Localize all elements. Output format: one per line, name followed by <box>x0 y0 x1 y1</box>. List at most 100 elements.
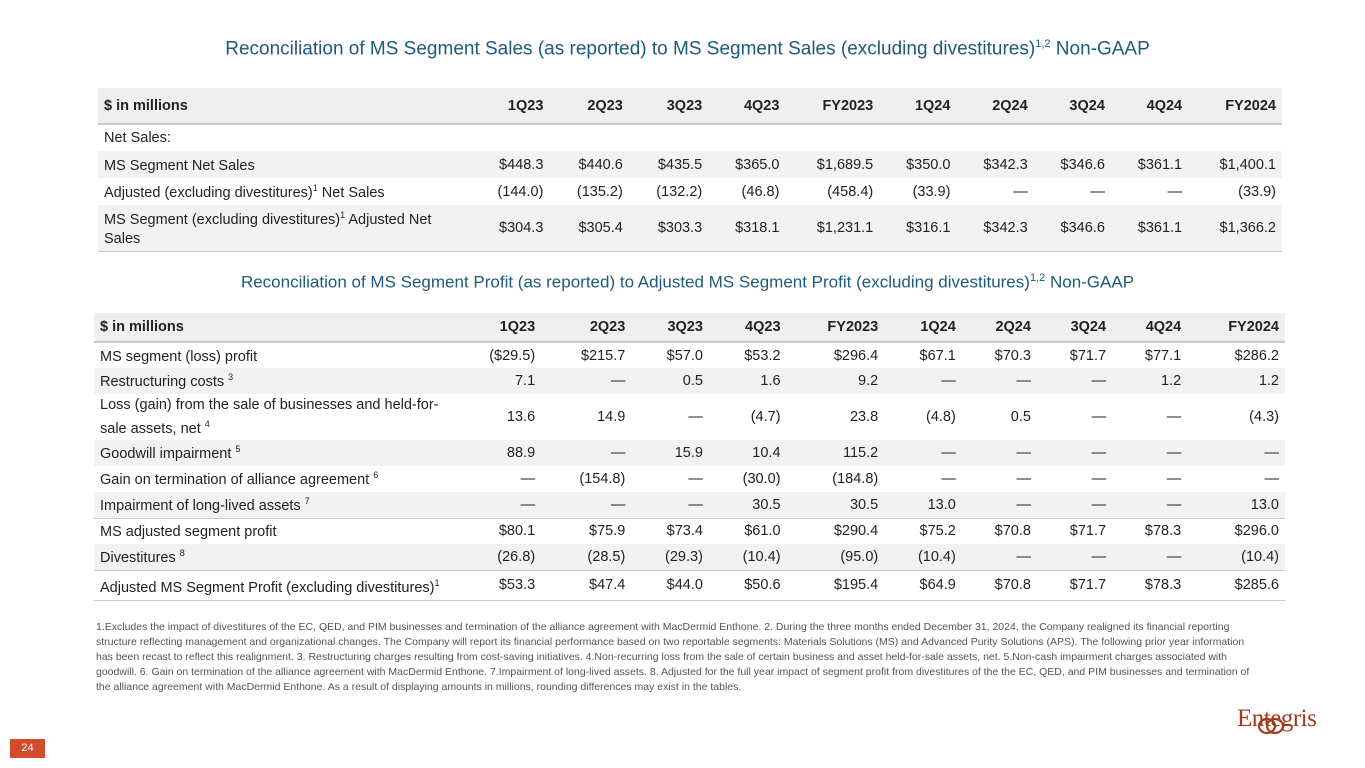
column-header: FY2023 <box>822 97 874 114</box>
table-cell: 13.6 <box>506 409 536 425</box>
column-header: FY2023 <box>827 319 879 335</box>
table-cell: 88.9 <box>506 445 536 461</box>
table-cell: $350.0 <box>906 156 951 173</box>
table-cell: 13.0 <box>927 496 956 513</box>
slide-title-sales: Reconciliation of MS Segment Sales (as r… <box>225 38 1150 60</box>
column-header: $ in millions <box>100 319 184 335</box>
table-cell: $80.1 <box>498 523 536 540</box>
table-cell: (184.8) <box>832 471 879 487</box>
table-header-row: $ in millions 1Q23 2Q23 3Q23 4Q23 FY2023… <box>94 313 1285 342</box>
table-cell: $435.5 <box>657 156 703 173</box>
table-cell: — <box>1016 471 1031 487</box>
table-cell: — <box>688 471 703 487</box>
table-cell: $73.4 <box>666 523 703 540</box>
row-label: Restructuring costs 3 <box>100 372 234 390</box>
table-cell: $53.3 <box>498 577 536 593</box>
column-header: 1Q23 <box>507 97 544 114</box>
table-row: MS adjusted segment profit $80.1 $75.9 $… <box>94 518 1285 544</box>
table-cell: — <box>1016 373 1031 389</box>
table-cell: — <box>941 373 956 389</box>
row-label: Loss (gain) from the sale of businesses … <box>100 396 439 437</box>
table-row: Impairment of long-lived assets 7 — — — … <box>94 492 1285 518</box>
row-label: MS Segment Net Sales <box>104 157 255 174</box>
profit-reconciliation-table: $ in millions 1Q23 2Q23 3Q23 4Q23 FY2023… <box>94 313 1285 601</box>
table-cell: $47.4 <box>589 577 626 593</box>
table-cell: 15.9 <box>674 445 703 461</box>
table-header-row: $ in millions 1Q23 2Q23 3Q23 4Q23 FY2023… <box>98 88 1282 124</box>
table-cell: $342.3 <box>983 219 1028 236</box>
row-label: Gain on termination of alliance agreemen… <box>100 470 379 488</box>
table-cell: 23.8 <box>849 409 879 425</box>
table-cell: $346.6 <box>1060 156 1105 173</box>
table-cell: $70.3 <box>994 347 1031 364</box>
slide-title-profit: Reconciliation of MS Segment Profit (as … <box>240 272 1135 292</box>
table-cell: 1.2 <box>1161 373 1182 389</box>
table-cell: ($29.5) <box>489 347 536 364</box>
table-cell: $1,689.5 <box>816 156 874 173</box>
entegris-logo-icon <box>1257 717 1285 735</box>
column-header: 2Q24 <box>995 319 1031 335</box>
page-number: 24 <box>10 739 45 758</box>
table-cell: (33.9) <box>912 183 951 200</box>
table-cell: — <box>1091 471 1107 487</box>
table-cell: 0.5 <box>682 373 703 389</box>
table-cell: (33.9) <box>1238 183 1276 200</box>
table-cell: (10.4) <box>742 548 781 565</box>
table-cell: — <box>1166 548 1182 565</box>
row-label: Impairment of long-lived assets 7 <box>100 495 310 514</box>
table-cell: 10.4 <box>752 445 781 461</box>
table-row: Gain on termination of alliance agreemen… <box>94 466 1285 492</box>
table-cell: $75.9 <box>589 523 626 540</box>
table-cell: $77.1 <box>1144 347 1182 364</box>
table-cell: — <box>1091 445 1107 461</box>
table-cell: $448.3 <box>499 156 544 173</box>
column-header: $ in millions <box>104 97 188 114</box>
table-cell: $290.4 <box>833 523 879 540</box>
table-cell: — <box>520 496 536 513</box>
table-cell: — <box>1091 409 1107 425</box>
table-cell: — <box>1166 496 1182 513</box>
table-cell: — <box>1016 496 1031 513</box>
table-cell: $50.6 <box>744 577 781 593</box>
table-cell: (4.3) <box>1249 409 1279 425</box>
table-cell: $78.3 <box>1144 577 1182 593</box>
column-header: 4Q23 <box>743 97 780 114</box>
table-cell: — <box>610 496 626 513</box>
table-row: Loss (gain) from the sale of businesses … <box>94 394 1285 440</box>
table-cell: (4.8) <box>926 409 956 425</box>
row-label: Goodwill impairment 5 <box>100 444 241 462</box>
table-row: MS Segment Net Sales $448.3 $440.6 $435.… <box>98 151 1282 178</box>
table-cell: — <box>941 471 956 487</box>
table-cell: $215.7 <box>580 347 626 364</box>
column-header: 3Q24 <box>1069 97 1105 114</box>
table-cell: $70.8 <box>994 523 1031 540</box>
column-header: 4Q24 <box>1146 97 1183 114</box>
table-cell: $365.0 <box>735 156 780 173</box>
table-cell: — <box>1091 496 1107 513</box>
table-cell: $71.7 <box>1069 523 1107 540</box>
table-cell: (154.8) <box>579 471 626 487</box>
table-cell: $296.4 <box>833 347 879 364</box>
table-cell: (135.2) <box>576 183 623 200</box>
table-cell: — <box>1090 183 1105 200</box>
column-header: FY2024 <box>1225 97 1276 114</box>
table-cell: — <box>1166 445 1182 461</box>
table-cell: — <box>610 445 626 461</box>
table-cell: — <box>1016 548 1031 565</box>
section-label-row: Net Sales: <box>98 124 1282 151</box>
table-cell: — <box>1264 445 1280 461</box>
table-cell: — <box>1166 471 1182 487</box>
table-cell: 115.2 <box>843 445 879 461</box>
column-header: 3Q23 <box>667 319 703 335</box>
row-label: MS Segment (excluding divestitures)1 Adj… <box>104 210 432 248</box>
column-header: 4Q24 <box>1145 319 1182 335</box>
table-cell: 1.6 <box>760 373 781 389</box>
table-cell: (26.8) <box>497 548 536 565</box>
table-cell: $304.3 <box>499 219 544 236</box>
table-cell: $53.2 <box>744 347 781 364</box>
table-cell: $305.4 <box>578 219 623 236</box>
table-cell: (144.0) <box>497 183 544 200</box>
table-cell: $346.6 <box>1060 219 1105 236</box>
table-row: MS Segment (excluding divestitures)1 Adj… <box>98 205 1282 251</box>
table-cell: $296.0 <box>1234 523 1279 540</box>
